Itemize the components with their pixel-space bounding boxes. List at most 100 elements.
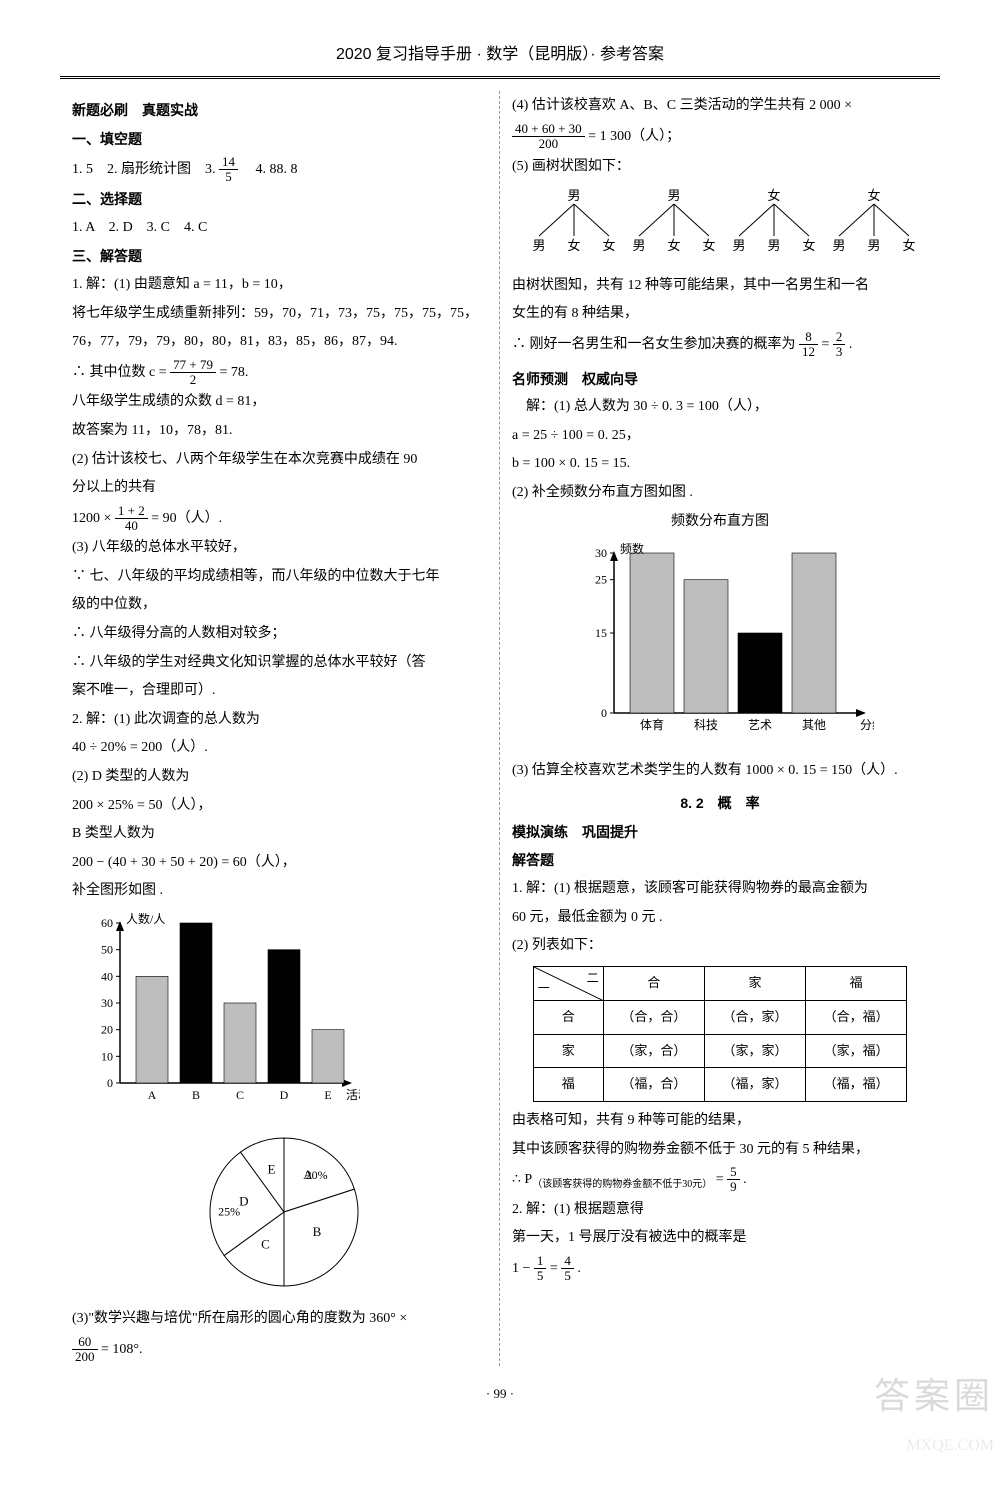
- text: 故答案为 11，10，78，81.: [72, 418, 487, 445]
- text: = 1 300（人）；: [588, 129, 680, 144]
- text: 八年级学生成绩的众数 d = 81，: [72, 389, 487, 416]
- svg-text:15: 15: [595, 626, 607, 640]
- svg-text:E: E: [267, 1161, 275, 1176]
- text: 1. 5 2. 扇形统计图 3.: [72, 162, 219, 177]
- svg-text:D: D: [239, 1193, 248, 1208]
- svg-text:B: B: [192, 1088, 200, 1102]
- header-rule: [60, 76, 940, 79]
- svg-text:A: A: [148, 1088, 157, 1102]
- subscript: （该顾客获得的购物券金额不低于30元）: [532, 1179, 712, 1190]
- text: 第一天，1 号展厅没有被选中的概率是: [512, 1225, 928, 1252]
- right-column: (4) 估计该校喜欢 A、B、C 三类活动的学生共有 2 000 × 40 + …: [500, 91, 940, 1366]
- text: ∵ 七、八年级的平均成绩相等，而八年级的中位数大于七年: [72, 564, 487, 591]
- text: (2) D 类型的人数为: [72, 764, 487, 791]
- text: .: [743, 1172, 747, 1187]
- svg-text:30: 30: [595, 546, 607, 560]
- text: ∴ 其中位数 c = 77 + 792 = 78.: [72, 358, 487, 388]
- left-column: 新题必刷 真题实战 一、填空题 1. 5 2. 扇形统计图 3. 145 4. …: [60, 91, 500, 1366]
- text: 1200 ×: [72, 511, 115, 526]
- text: =: [550, 1261, 561, 1276]
- histogram-title: 频数分布直方图: [512, 509, 928, 536]
- svg-text:男: 男: [732, 238, 745, 253]
- text: b = 100 × 0. 15 = 15.: [512, 451, 928, 478]
- fraction: 23: [833, 330, 846, 360]
- text: 40 + 60 + 30200 = 1 300（人）；: [512, 122, 928, 152]
- svg-text:0: 0: [601, 706, 607, 720]
- text: 1 −: [512, 1261, 534, 1276]
- text: 200 × 25% = 50（人），: [72, 793, 487, 820]
- two-column-layout: 新题必刷 真题实战 一、填空题 1. 5 2. 扇形统计图 3. 145 4. …: [60, 91, 940, 1366]
- subsection-solve: 三、解答题: [72, 243, 487, 270]
- text: (3) 八年级的总体水平较好，: [72, 535, 487, 562]
- text: ∴ 八年级得分高的人数相对较多；: [72, 621, 487, 648]
- watermark-text: 答案圈: [874, 1362, 994, 1430]
- text: 女生的有 8 种结果，: [512, 301, 928, 328]
- svg-text:人数/人: 人数/人: [126, 913, 165, 926]
- outcome-table: 二一合家福合（合，合）（合，家）（合，福）家（家，合）（家，家）（家，福）福（福…: [533, 966, 907, 1102]
- text: 由树状图知，共有 12 种等可能结果，其中一名男生和一名: [512, 273, 928, 300]
- tree-diagram: 男男女女男男女女女男男女女男男女: [520, 188, 928, 269]
- svg-text:女: 女: [867, 188, 880, 203]
- text: ∴ 其中位数 c =: [72, 365, 170, 380]
- svg-text:10: 10: [101, 1049, 113, 1063]
- text: = 108°.: [101, 1342, 143, 1357]
- text: ∴ P: [512, 1172, 532, 1187]
- subsection: 模拟演练 巩固提升: [512, 819, 928, 846]
- svg-text:男: 男: [867, 238, 880, 253]
- svg-text:男: 男: [532, 238, 545, 253]
- fraction: 40 + 60 + 30200: [512, 122, 585, 152]
- text: (2) 估计该校七、八两个年级学生在本次竞赛中成绩在 90: [72, 447, 487, 474]
- text: ∴ 刚好一名男生和一名女生参加决赛的概率为: [512, 337, 799, 352]
- text: 2. 解：(1) 根据题意得: [512, 1197, 928, 1224]
- svg-text:分组: 分组: [860, 718, 874, 732]
- text: B 类型人数为: [72, 821, 487, 848]
- text: 案不唯一，合理即可）.: [72, 678, 487, 705]
- text: (2) 补全频数分布直方图如图 .: [512, 480, 928, 507]
- text: = 90（人）.: [151, 511, 222, 526]
- watermark: 答案圈 MXQE.COM: [874, 1362, 994, 1461]
- text: 解：(1) 总人数为 30 ÷ 0. 3 = 100（人），: [512, 394, 928, 421]
- text: (5) 画树状图如下：: [512, 154, 928, 181]
- svg-text:频数: 频数: [620, 543, 644, 556]
- text: 60 元，最低金额为 0 元 .: [512, 905, 928, 932]
- text: 76，77，79，79，80，80，81，83，85，86，87，94.: [72, 329, 487, 356]
- svg-text:活动类型: 活动类型: [346, 1088, 360, 1102]
- fraction: 1 + 240: [115, 504, 148, 534]
- page-header: 2020 复习指导手册 · 数学（昆明版）· 参考答案: [60, 40, 940, 76]
- text: = 78.: [219, 365, 248, 380]
- text: (2) 列表如下：: [512, 933, 928, 960]
- text: 1200 × 1 + 240 = 90（人）.: [72, 504, 487, 534]
- text: ∴ 八年级的学生对经典文化知识掌握的总体水平较好（答: [72, 650, 487, 677]
- text: 其中该顾客获得的购物券金额不低于 30 元的有 5 种结果，: [512, 1137, 928, 1164]
- svg-text:B: B: [312, 1224, 321, 1239]
- bar-chart-2: 0152530体育科技艺术其他频数分组: [520, 543, 928, 754]
- svg-text:20%: 20%: [305, 1168, 327, 1182]
- text: (4) 估计该校喜欢 A、B、C 三类活动的学生共有 2 000 ×: [512, 93, 928, 120]
- svg-text:男: 男: [767, 238, 780, 253]
- svg-text:女: 女: [767, 188, 780, 203]
- svg-text:25%: 25%: [218, 1204, 240, 1218]
- fraction: 60200: [72, 1335, 98, 1365]
- chapter-title: 8. 2 概 率: [512, 790, 928, 817]
- text: (3) 估算全校喜欢艺术类学生的人数有 1000 × 0. 15 = 150（人…: [512, 758, 928, 785]
- text: 分以上的共有: [72, 475, 487, 502]
- text: ∴ 刚好一名男生和一名女生参加决赛的概率为 812 = 23 .: [512, 330, 928, 360]
- svg-text:女: 女: [802, 238, 815, 253]
- fraction: 77 + 792: [170, 358, 216, 388]
- section-title: 新题必刷 真题实战: [72, 97, 487, 124]
- fraction: 145: [219, 155, 238, 185]
- text: a = 25 ÷ 100 = 0. 25，: [512, 423, 928, 450]
- watermark-url: MXQE.COM: [874, 1431, 994, 1461]
- svg-text:女: 女: [567, 238, 580, 253]
- text: 1. 解：(1) 根据题意，该顾客可能获得购物券的最高金额为: [512, 876, 928, 903]
- svg-text:体育: 体育: [640, 717, 664, 732]
- text: ∴ P（该顾客获得的购物券金额不低于30元） = 59 .: [512, 1165, 928, 1195]
- bar-chart-1: 0102030405060ABCDE人数/人活动类型: [80, 913, 487, 1124]
- tree-svg: 男男女女男男女女女男男女女男男女: [524, 188, 924, 258]
- fraction: 812: [799, 330, 818, 360]
- section-title: 名师预测 权威向导: [512, 366, 928, 393]
- svg-text:科技: 科技: [694, 718, 718, 732]
- svg-text:50: 50: [101, 943, 113, 957]
- text: =: [712, 1172, 727, 1187]
- subsection-fill: 一、填空题: [72, 126, 487, 153]
